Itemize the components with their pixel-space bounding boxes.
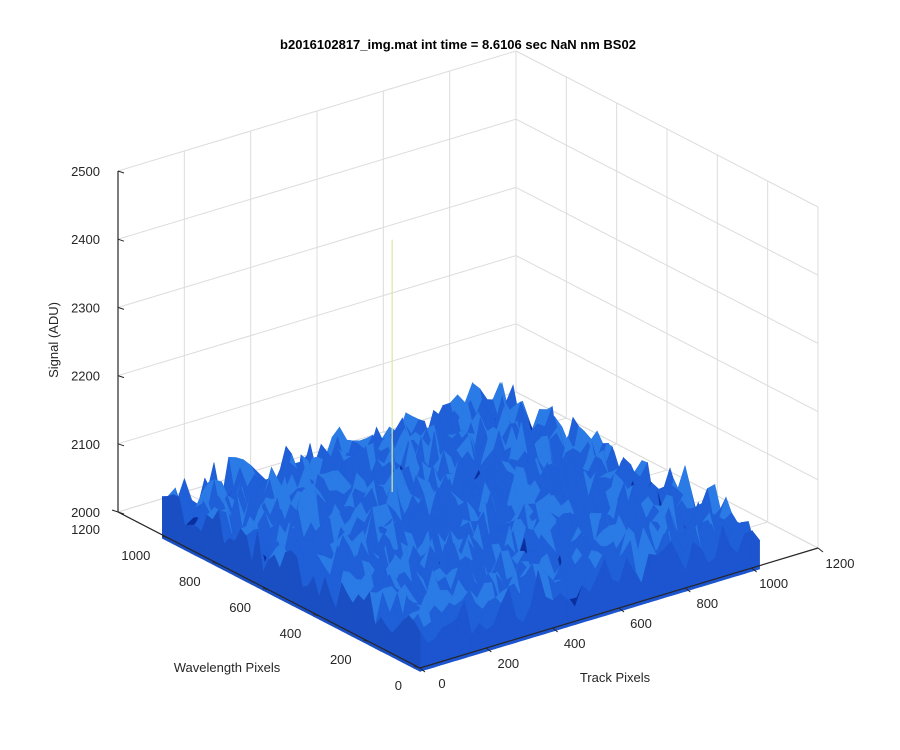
z-axis-label: Signal (ADU) — [46, 302, 61, 378]
side-grid-z — [515, 50, 819, 208]
y-tick-mark — [363, 639, 370, 643]
wall-grid-z — [117, 255, 517, 377]
x-tick-label: 600 — [630, 616, 652, 631]
wall-grid-z — [117, 118, 517, 240]
side-grid-z — [515, 255, 819, 413]
z-tick-mark — [117, 443, 125, 447]
x-tick-label: 400 — [564, 636, 586, 651]
z-tick-mark — [117, 375, 125, 379]
x-axis-label: Track Pixels — [580, 670, 651, 685]
x-tick-mark — [486, 647, 492, 653]
chart-title: b2016102817_img.mat int time = 8.6106 se… — [280, 37, 636, 52]
z-tick-label: 2500 — [71, 164, 100, 179]
z-tick-label: 2200 — [71, 369, 100, 384]
signal-surface — [161, 239, 761, 672]
x-tick-mark — [552, 627, 558, 633]
side-grid-z — [515, 323, 819, 481]
z-tick-label: 2400 — [71, 232, 100, 247]
surface-left-edge — [206, 514, 213, 565]
y-tick-label: 1200 — [71, 522, 100, 537]
surface-left-edge — [162, 496, 169, 542]
surface-left-edge — [290, 549, 298, 609]
y-tick-mark — [212, 561, 219, 565]
x-tick-mark — [419, 667, 426, 673]
surface-left-edge — [358, 594, 365, 643]
y-tick-label: 400 — [280, 626, 302, 641]
surface-left-edge — [363, 591, 370, 646]
z-tick-mark — [117, 306, 125, 310]
y-axis-label: Wavelength Pixels — [174, 660, 281, 675]
x-tick-label: 200 — [497, 656, 519, 671]
wall-grid-z — [117, 186, 517, 308]
surface-front-edge — [744, 530, 753, 574]
z-tick-mark — [117, 511, 125, 515]
z-tick-mark — [117, 238, 125, 242]
surface-left-edge — [212, 509, 219, 568]
side-grid-z — [515, 186, 819, 344]
x-tick-label: 0 — [438, 676, 445, 691]
surface-front-edge — [692, 542, 701, 590]
y-tick-label: 600 — [229, 600, 251, 615]
z-tick-label: 2300 — [71, 300, 100, 315]
surface-left-edge — [167, 494, 174, 545]
surface-front-edge — [648, 553, 657, 603]
side-grid-z — [515, 391, 819, 549]
surface-left-edge — [240, 528, 247, 583]
surface-left-edge — [402, 614, 410, 667]
y-tick-mark — [111, 509, 119, 513]
y-tick-mark — [413, 665, 421, 669]
surface-left-edge — [352, 593, 359, 641]
surface-front-edge — [663, 540, 672, 599]
surface-front-edge — [655, 549, 664, 601]
surface-left-edge — [285, 550, 292, 606]
y-tick-label: 1000 — [121, 548, 150, 563]
x-tick-mark — [751, 567, 757, 573]
y-tick-mark — [313, 613, 320, 617]
tick-labels: 0 200 400 600 800 1000 1200 0 200 400 600 800 1000 12… — [71, 164, 854, 693]
x-tick-label: 800 — [696, 596, 718, 611]
y-tick-label: 0 — [395, 678, 402, 693]
z-tick-label: 2000 — [71, 505, 100, 520]
surface-left-edge — [173, 494, 180, 548]
wall-grid-z — [117, 50, 517, 172]
y-tick-mark — [162, 535, 169, 539]
x-tick-mark — [685, 587, 691, 593]
z-tick-mark — [117, 170, 125, 174]
y-tick-mark — [262, 587, 270, 591]
surface-front-edge — [449, 618, 458, 663]
surface-left-edge — [408, 614, 415, 669]
x-tick-mark — [618, 607, 625, 613]
surface-front-edge — [441, 624, 450, 666]
z-tick-label: 2100 — [71, 437, 100, 452]
surface-front-edge — [751, 530, 760, 572]
wall-grid-z — [117, 323, 517, 445]
y-tick-label: 200 — [330, 652, 352, 667]
y-tick-label: 800 — [179, 574, 201, 589]
x-tick-label: 1000 — [759, 576, 788, 591]
side-grid-z — [515, 118, 819, 276]
x-tick-mark — [817, 547, 824, 553]
x-tick-label: 1200 — [826, 556, 855, 571]
